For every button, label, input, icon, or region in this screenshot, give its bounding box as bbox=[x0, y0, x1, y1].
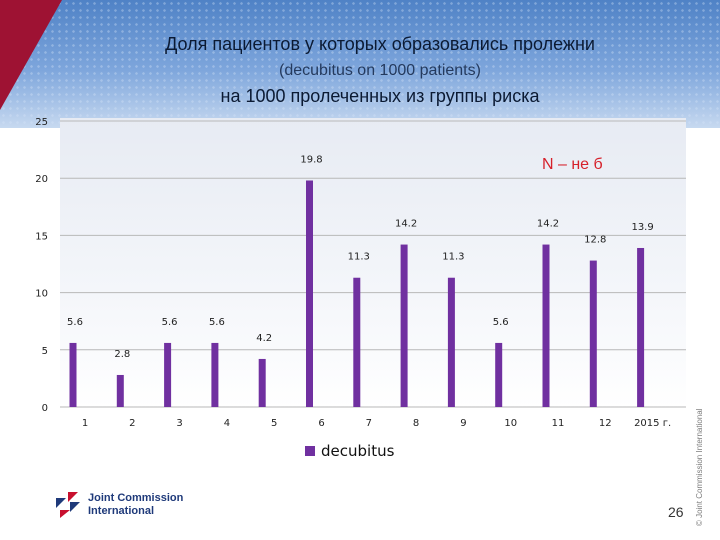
logo-text-line1: Joint Commission bbox=[88, 492, 184, 504]
page-number: 26 bbox=[668, 504, 684, 520]
x-tick-label: 2 bbox=[129, 418, 135, 429]
data-label: 4.2 bbox=[256, 333, 272, 344]
bar bbox=[258, 358, 266, 407]
data-label: 5.6 bbox=[67, 317, 83, 328]
bar bbox=[211, 342, 219, 407]
data-label: 11.3 bbox=[442, 252, 464, 263]
data-label: 5.6 bbox=[162, 317, 178, 328]
x-tick-label: 12 bbox=[599, 418, 612, 429]
bar bbox=[495, 342, 503, 407]
data-label: 14.2 bbox=[537, 219, 559, 230]
bar bbox=[542, 244, 550, 407]
data-label: 13.9 bbox=[631, 222, 653, 233]
data-label: 5.6 bbox=[493, 317, 509, 328]
bar bbox=[69, 342, 77, 407]
data-label: 19.8 bbox=[300, 154, 322, 165]
x-tick-label: 10 bbox=[504, 418, 517, 429]
slide-title: Доля пациентов у которых образовались пр… bbox=[165, 34, 595, 54]
slide-title-line-3: на 1000 пролеченных из группы риска bbox=[220, 86, 540, 106]
x-tick-label: 3 bbox=[176, 418, 182, 429]
x-tick-label: 2015 г. bbox=[634, 418, 671, 429]
bar bbox=[306, 180, 313, 407]
y-tick-label: 20 bbox=[35, 174, 48, 185]
bar bbox=[116, 374, 124, 407]
data-label: 14.2 bbox=[395, 219, 417, 230]
legend-swatch bbox=[305, 446, 315, 456]
jci-logo-mark-icon bbox=[56, 492, 80, 518]
x-tick-label: 6 bbox=[318, 418, 324, 429]
bar bbox=[589, 260, 597, 407]
x-tick-label: 1 bbox=[82, 418, 88, 429]
copyright-notice: © Joint Commission International bbox=[695, 408, 704, 527]
x-tick-label: 4 bbox=[224, 418, 230, 429]
bar bbox=[164, 342, 172, 407]
data-label: 5.6 bbox=[209, 317, 225, 328]
y-tick-label: 5 bbox=[42, 346, 48, 357]
data-label: 12.8 bbox=[584, 235, 606, 246]
y-tick-label: 15 bbox=[35, 231, 48, 242]
y-tick-label: 0 bbox=[42, 403, 48, 414]
logo-text-line2: International bbox=[88, 505, 155, 517]
legend-label: decubitus bbox=[321, 442, 395, 460]
header-world-map-banner bbox=[0, 0, 720, 128]
bar bbox=[400, 244, 408, 407]
data-label: 2.8 bbox=[114, 349, 130, 360]
x-tick-label: 8 bbox=[413, 418, 419, 429]
legend: decubitus bbox=[305, 442, 394, 460]
bar bbox=[637, 247, 645, 407]
red-corner-accent bbox=[0, 0, 62, 110]
x-tick-label: 11 bbox=[552, 418, 565, 429]
y-tick-label: 25 bbox=[35, 117, 48, 128]
x-tick-label: 5 bbox=[271, 418, 277, 429]
jci-logo: Joint Commission International bbox=[56, 492, 183, 518]
bar bbox=[353, 277, 361, 407]
bar bbox=[447, 277, 455, 407]
chart-annotation: N – не б bbox=[542, 156, 603, 173]
slide-subtitle: (decubitus on 1000 patients) bbox=[279, 62, 481, 79]
x-tick-label: 7 bbox=[366, 418, 372, 429]
x-tick-label: 9 bbox=[460, 418, 466, 429]
data-label: 11.3 bbox=[348, 252, 370, 263]
y-tick-label: 10 bbox=[35, 289, 48, 300]
